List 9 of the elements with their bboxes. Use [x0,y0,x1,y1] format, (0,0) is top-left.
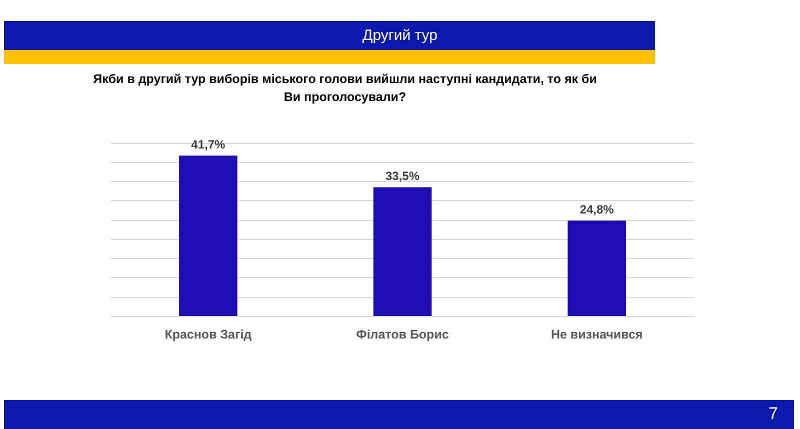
data-label: 33,5% [385,169,420,184]
x-tick-label: Філатов Борис [356,328,449,342]
data-label: 24,8% [580,202,614,217]
x-tick-label: Краснов Загід [164,328,252,342]
chart-title: Другий тур [362,27,438,44]
x-tick-label: Не визначився [550,328,643,342]
text: 7 [768,404,778,423]
chart-subtitle: Якби в другий тур виборів міського голови вийшли наступні кандидати, то як би Ви проголосували? [92,71,598,106]
data-label: 41,7% [191,138,226,152]
